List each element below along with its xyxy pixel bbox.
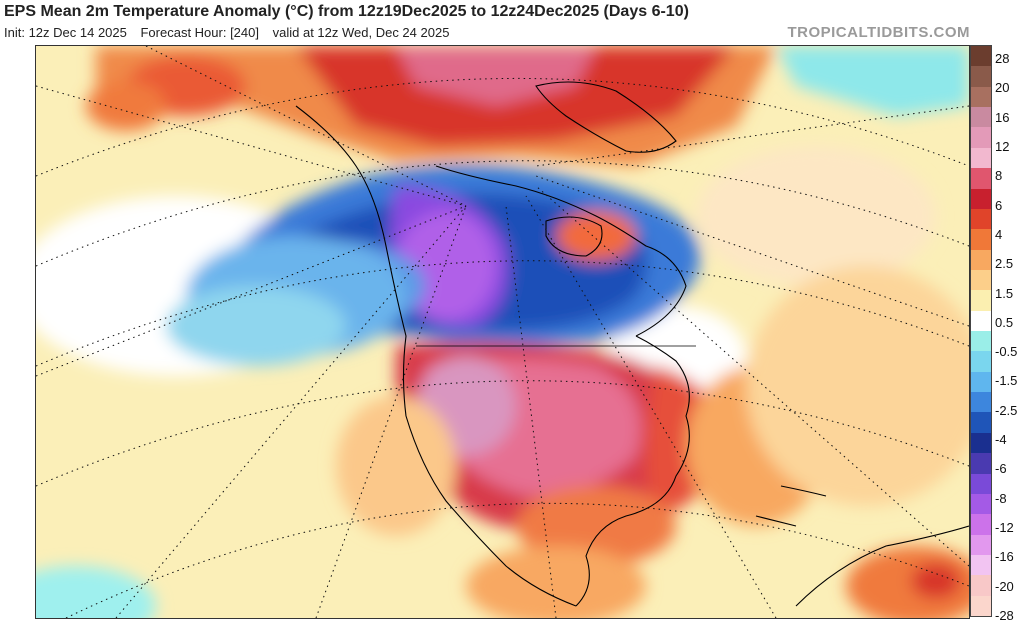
- colorbar-swatch: [971, 412, 991, 434]
- colorbar-swatch: [971, 392, 991, 413]
- colorbar-swatch: [971, 453, 991, 474]
- valid-time: valid at 12z Wed, Dec 24 2025: [272, 25, 450, 40]
- colorbar-tick-label: 2.5: [995, 256, 1014, 272]
- source-watermark: TROPICALTIDBITS.COM: [787, 24, 970, 41]
- colorbar-tick-label: -4: [995, 432, 1007, 448]
- colorbar-swatch: [971, 554, 991, 576]
- colorbar-tick-label: 4: [995, 226, 1003, 242]
- colorbar-swatch: [971, 86, 991, 108]
- colorbar-swatch: [971, 46, 991, 67]
- colorbar-tick-label: 16: [995, 109, 1010, 125]
- colorbar-swatch: [971, 432, 991, 454]
- coastlines: [295, 81, 969, 607]
- colorbar-swatch: [971, 66, 991, 88]
- colorbar-swatch: [971, 107, 991, 128]
- graticule: [36, 46, 969, 618]
- map-title: EPS Mean 2m Temperature Anomaly (°C) fro…: [4, 3, 689, 20]
- anomaly-map-svg: [36, 46, 969, 618]
- colorbar-swatch: [971, 127, 991, 149]
- init-time: Init: 12z Dec 14 2025: [4, 25, 127, 40]
- colorbar-swatch: [971, 229, 991, 251]
- anomaly-map: [35, 45, 970, 619]
- colorbar-swatch: [971, 168, 991, 189]
- colorbar-swatch: [971, 595, 991, 617]
- colorbar-tick-label: -12: [995, 520, 1014, 536]
- colorbar-tick-label: -8: [995, 490, 1007, 506]
- colorbar-swatch: [971, 310, 991, 332]
- colorbar-tick-label: 1.5: [995, 285, 1014, 301]
- colorbar-swatch: [971, 269, 991, 291]
- colorbar-swatch: [971, 351, 991, 373]
- colorbar-tick-label: 8: [995, 168, 1003, 184]
- colorbar-tick-label: 28: [995, 51, 1010, 66]
- colorbar-swatch: [971, 473, 991, 495]
- colorbar-tick-label: -1.5: [995, 373, 1018, 389]
- colorbar-swatch: [971, 290, 991, 312]
- colorbar-swatch: [971, 575, 991, 597]
- anomaly-shading: [36, 46, 969, 618]
- run-info: Init: 12z Dec 14 2025 Forecast Hour: [24…: [4, 25, 459, 40]
- colorbar-swatch: [971, 208, 991, 230]
- colorbar-tick-label: -28: [995, 608, 1014, 623]
- colorbar-swatch: [971, 514, 991, 536]
- colorbar-tick-label: 20: [995, 80, 1010, 96]
- colorbar-swatch: [971, 493, 991, 515]
- colorbar-tick-label: 12: [995, 138, 1010, 154]
- colorbar: [970, 45, 992, 617]
- colorbar-swatch: [971, 331, 991, 352]
- colorbar-swatch: [971, 249, 991, 271]
- colorbar-swatch: [971, 371, 991, 393]
- colorbar-swatch: [971, 147, 991, 169]
- colorbar-tick-label: -20: [995, 578, 1014, 594]
- colorbar-swatch: [971, 188, 991, 210]
- colorbar-tick-label: -16: [995, 549, 1014, 565]
- colorbar-tick-label: -6: [995, 461, 1007, 477]
- forecast-hour: Forecast Hour: [240]: [140, 25, 259, 40]
- colorbar-tick-label: 6: [995, 197, 1003, 213]
- colorbar-tick-label: 0.5: [995, 314, 1014, 330]
- colorbar-tick-label: -0.5: [995, 344, 1018, 360]
- colorbar-swatch: [971, 534, 991, 556]
- colorbar-tick-label: -2.5: [995, 402, 1018, 418]
